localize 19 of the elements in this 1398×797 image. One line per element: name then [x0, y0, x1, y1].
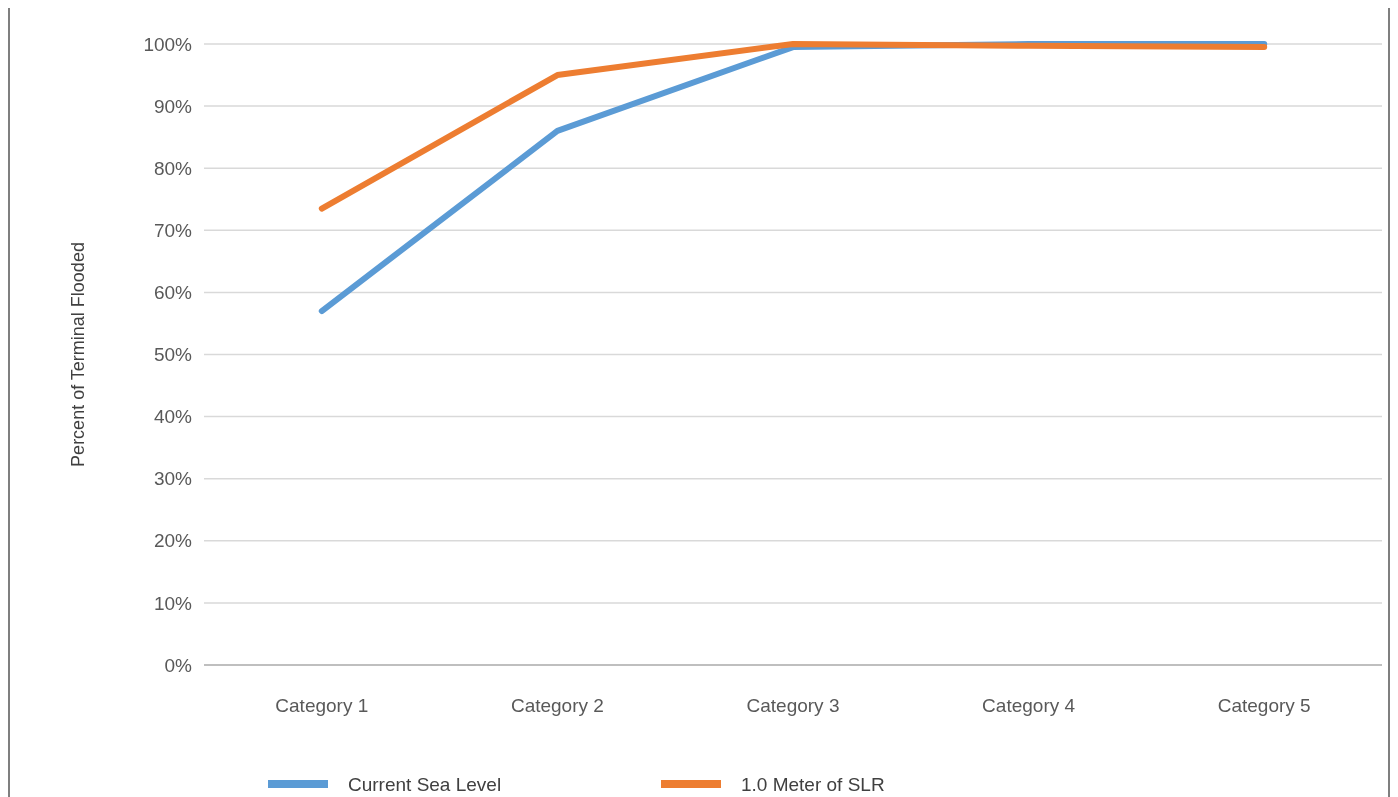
- y-tick-label: 90%: [153, 95, 193, 117]
- x-tick-label: Category 3: [746, 695, 840, 716]
- x-tick-label: Category 1: [275, 695, 369, 716]
- x-tick-label: Category 5: [1217, 695, 1311, 716]
- y-axis-title: Percent of Terminal Flooded: [68, 242, 88, 467]
- y-tick-label: 50%: [153, 344, 193, 366]
- y-tick-label: 70%: [153, 219, 193, 241]
- legend-label: Current Sea Level: [348, 773, 502, 795]
- x-tick-label: Category 4: [982, 695, 1076, 716]
- y-tick-label: 20%: [153, 530, 193, 552]
- y-tick-label: 80%: [153, 157, 193, 179]
- y-tick-label: 0%: [164, 654, 193, 676]
- x-tick-label: Category 2: [510, 695, 604, 716]
- y-tick-label: 60%: [153, 282, 193, 304]
- y-tick-label: 10%: [153, 592, 193, 614]
- y-tick-label: 100%: [143, 33, 193, 55]
- y-tick-label: 40%: [153, 406, 193, 428]
- legend-label: 1.0 Meter of SLR: [741, 773, 885, 795]
- y-tick-label: 30%: [153, 468, 193, 490]
